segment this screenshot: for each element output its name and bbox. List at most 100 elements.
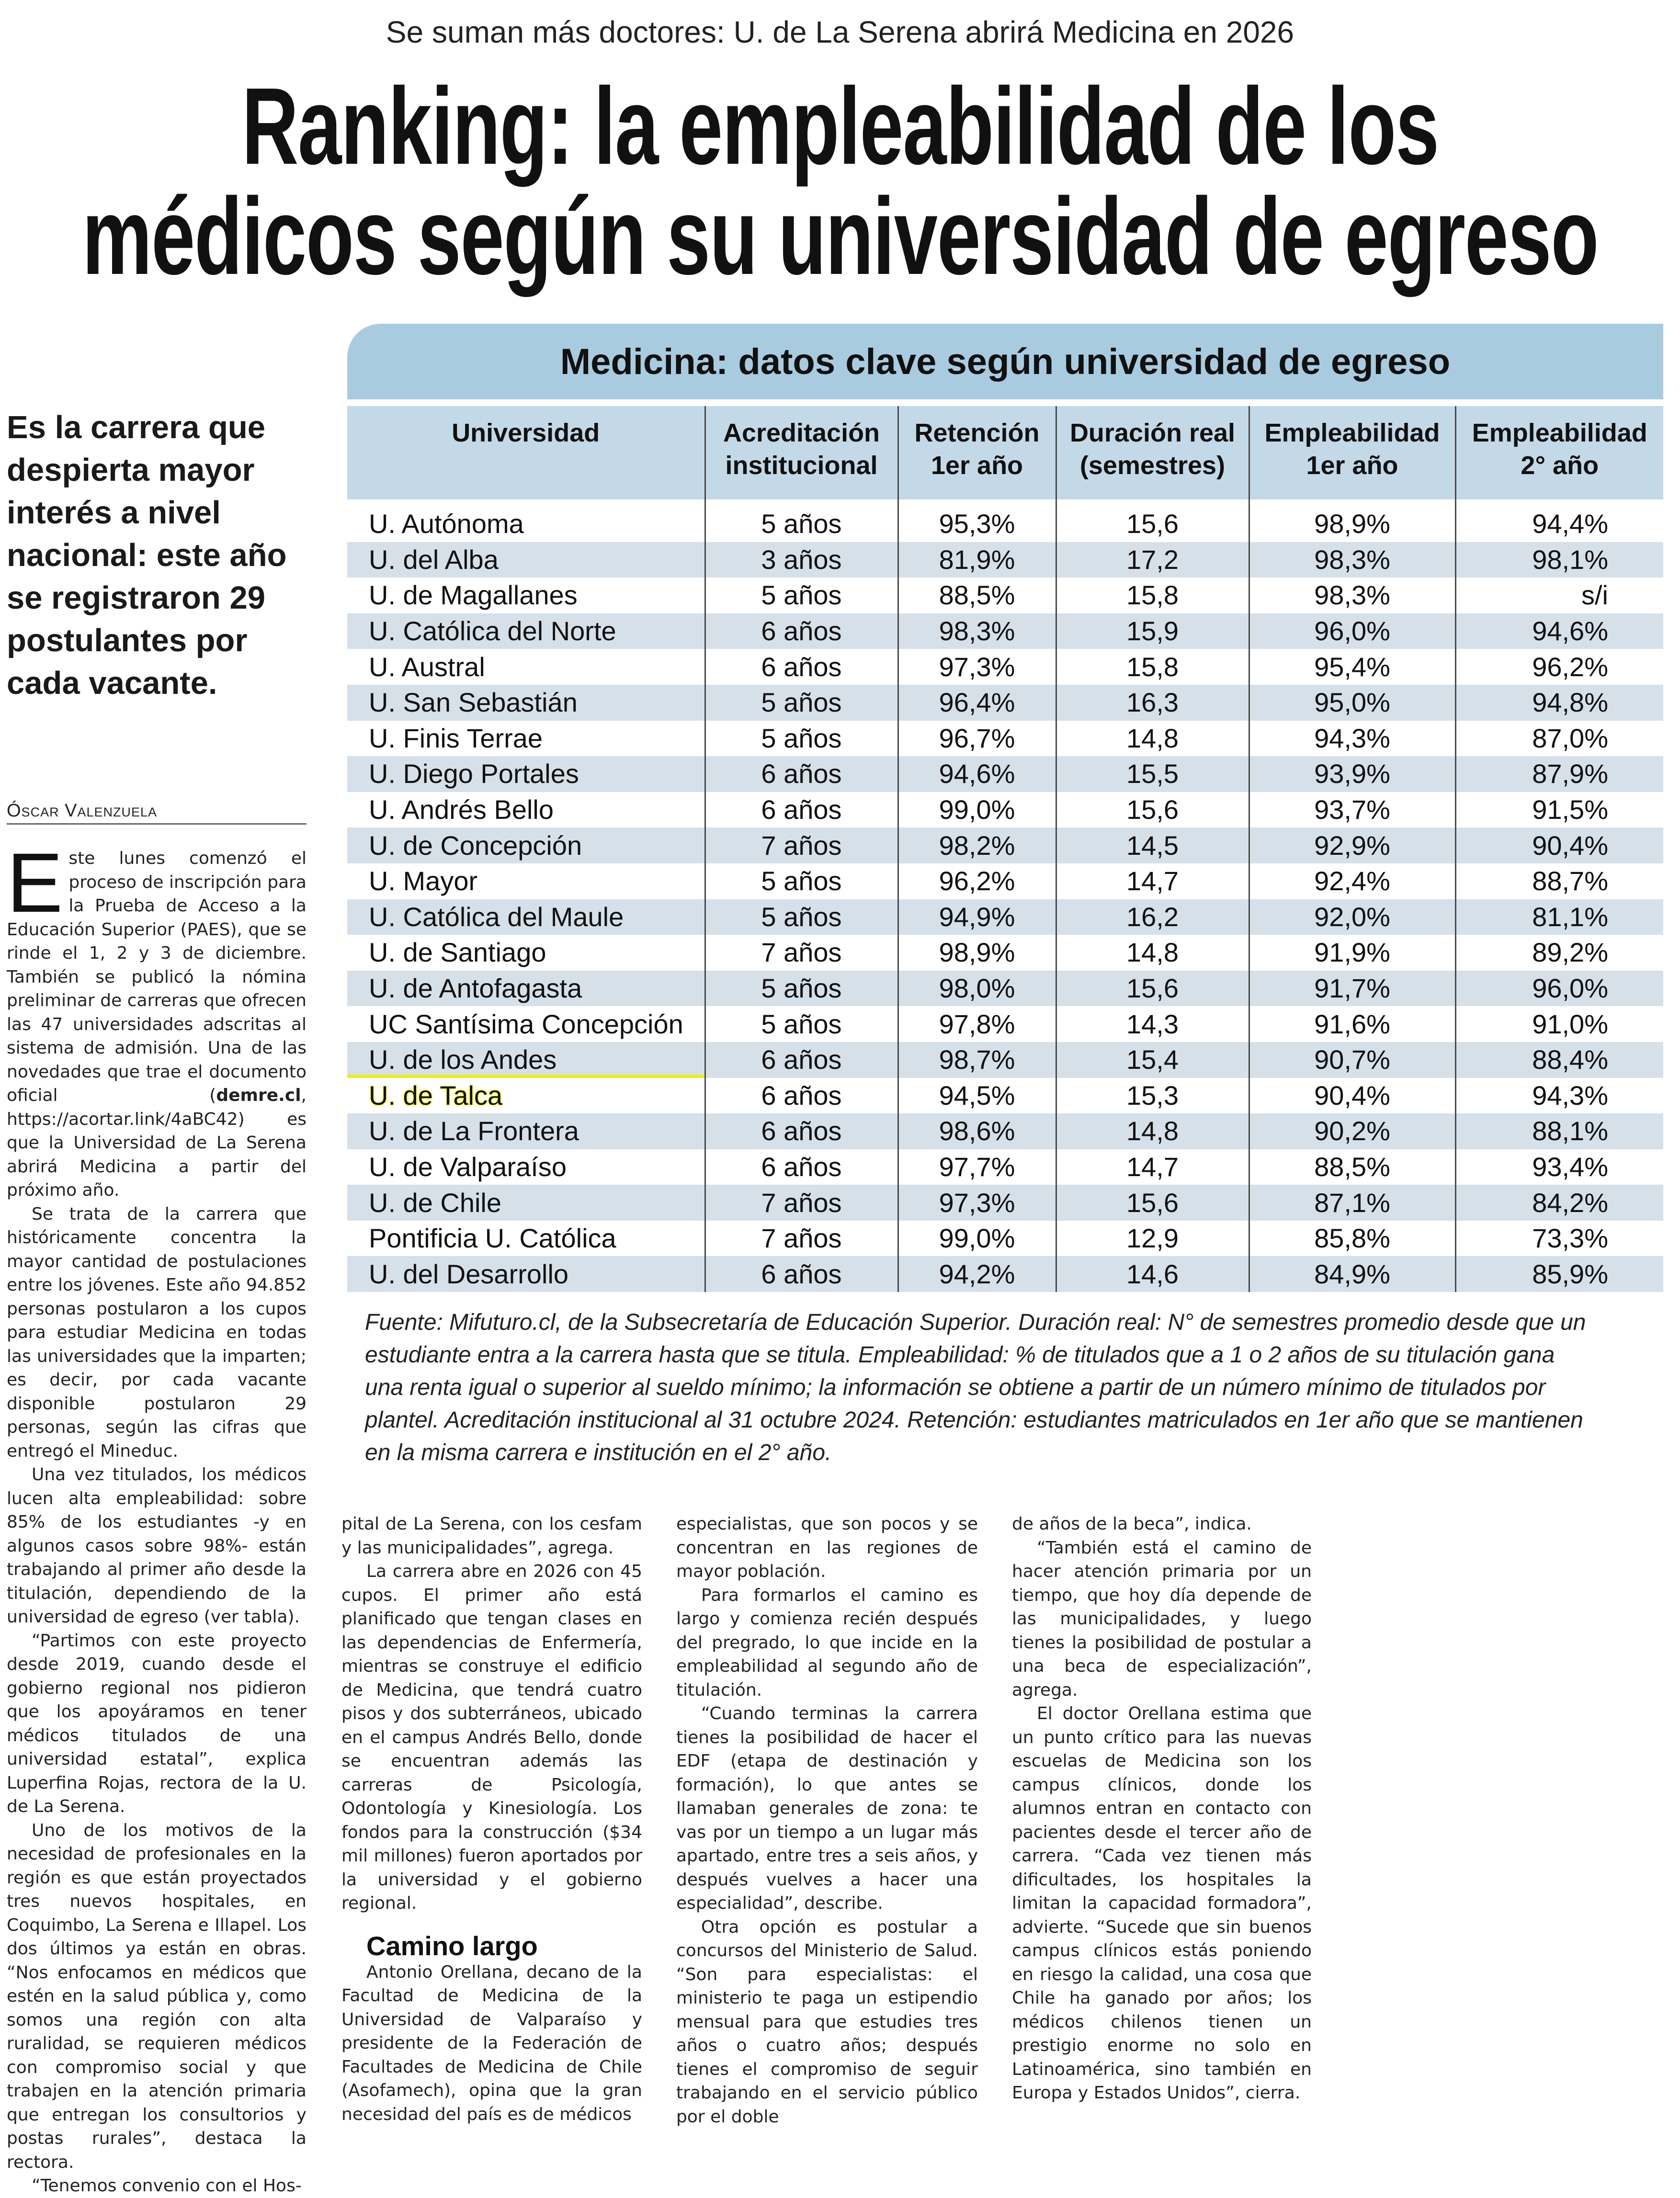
lead-text-b: , https://acortar.link/4aBC42) es que la… bbox=[7, 1086, 306, 1200]
table-cell: 5 años bbox=[704, 1006, 898, 1042]
table-cell: 87,0% bbox=[1454, 720, 1663, 757]
table-row: U. Mayor 5 años 96,2% 14,7 92,4% 88,7% bbox=[347, 863, 1663, 899]
table-cell: 94,6% bbox=[1454, 613, 1663, 649]
table-cell: 88,7% bbox=[1454, 863, 1663, 899]
table-cell: 99,0% bbox=[897, 1220, 1056, 1257]
university-name-cell: UC Santísima Concepción bbox=[369, 1008, 683, 1039]
table-cell: 6 años bbox=[704, 1113, 898, 1149]
table-cell: 98,2% bbox=[897, 827, 1056, 863]
table-row: U. San Sebastián 5 años 96,4% 16,3 95,0% 94,8… bbox=[347, 684, 1663, 721]
table-row: U. Católica del Maule 5 años 94,9% 16,2 92,0… bbox=[347, 899, 1663, 935]
table-cell: 94,2% bbox=[897, 1256, 1056, 1292]
university-name-cell: U. de La Frontera bbox=[347, 1113, 705, 1149]
university-name-cell: U. Diego Portales bbox=[347, 756, 705, 792]
table-cell: 98,7% bbox=[897, 1042, 1056, 1078]
table-cell: 96,7% bbox=[897, 720, 1056, 757]
table-cell: 91,6% bbox=[1248, 1006, 1455, 1042]
table-cell: 96,0% bbox=[1248, 613, 1455, 649]
table-cell: 98,3% bbox=[897, 613, 1056, 649]
table-cell: 90,4% bbox=[1454, 827, 1663, 863]
table-footnote: Fuente: Mifuturo.cl, de la Subsecretaría… bbox=[365, 1310, 1586, 1465]
table-cell: 6 años bbox=[704, 1256, 898, 1292]
paragraph: “Partimos con este proyecto desde 2019, … bbox=[7, 1631, 306, 1817]
paragraph: “Cuando terminas la carrera tienes la po… bbox=[676, 1704, 978, 1913]
highlighted-name: U. de Talca bbox=[369, 1080, 503, 1110]
table-cell: 16,3 bbox=[1055, 684, 1249, 721]
university-name-cell: U. Católica del Maule bbox=[347, 899, 705, 935]
table-cell: 5 años bbox=[704, 578, 898, 613]
table-cell: 5 años bbox=[704, 863, 898, 899]
table-cell: 14,5 bbox=[1055, 827, 1249, 863]
table-cell: 5 años bbox=[704, 899, 898, 935]
table-cell: 96,2% bbox=[897, 863, 1056, 899]
table-row: U. de La Frontera 6 años 98,6% 14,8 90,2% 88,… bbox=[347, 1113, 1663, 1149]
table-cell: 94,8% bbox=[1454, 684, 1663, 721]
paragraph: El doctor Orellana estima que un punto c… bbox=[1012, 1704, 1312, 2103]
paragraph: “También está el camino de hacer atenció… bbox=[1012, 1538, 1312, 1700]
table-cell: 96,4% bbox=[897, 684, 1056, 721]
table-cell: 7 años bbox=[704, 1185, 898, 1221]
table-row: U. Diego Portales 6 años 94,6% 15,5 93,9% 87,… bbox=[347, 756, 1663, 792]
table-cell: 15,4 bbox=[1055, 1042, 1249, 1078]
table-row: U. del Alba 3 años 81,9% 17,2 98,3% 98,1% bbox=[347, 542, 1663, 578]
university-name-cell: U. de Chile bbox=[347, 1185, 705, 1221]
column-header: Retención 1er año bbox=[897, 406, 1056, 499]
deck: Es la carrera que despierta mayor interé… bbox=[7, 409, 287, 701]
table-cell: 91,7% bbox=[1248, 970, 1455, 1007]
university-name-cell: U. de Antofagasta bbox=[347, 970, 705, 1007]
university-name-cell: U. Autónoma bbox=[369, 509, 524, 539]
headline-line-1: Ranking: la empleabilidad de los bbox=[0, 72, 1680, 181]
table-cell: 5 años bbox=[704, 970, 898, 1007]
university-name-cell: U. Andrés Bello bbox=[369, 794, 554, 825]
paragraph: Se trata de la carrera que históricament… bbox=[7, 1204, 306, 1461]
table-cell: 97,7% bbox=[897, 1149, 1056, 1185]
paragraph: Para formarlos el camino es largo y comi… bbox=[676, 1585, 978, 1700]
paragraph: Uno de los motivos de la necesidad de pr… bbox=[7, 1820, 306, 2172]
table-cell: 15,6 bbox=[1055, 1185, 1249, 1221]
table-cell: 91,0% bbox=[1454, 1006, 1663, 1042]
table-cell: 15,6 bbox=[1055, 970, 1249, 1007]
table-cell: 90,4% bbox=[1248, 1077, 1455, 1114]
table-cell: 15,6 bbox=[1055, 506, 1249, 542]
column-1-paragraphs: Se trata de la carrera que históricament… bbox=[7, 1202, 306, 2198]
university-name-cell: U. San Sebastián bbox=[347, 684, 705, 721]
table-cell: 94,3% bbox=[1248, 720, 1455, 757]
table-row: U. del Desarrollo 6 años 94,2% 14,6 84,9% 85,… bbox=[347, 1256, 1663, 1292]
university-name-cell: Pontificia U. Católica bbox=[369, 1223, 616, 1254]
table-spacer bbox=[347, 499, 1663, 506]
article-column-4: de años de la beca”, indica. “También est… bbox=[1012, 1512, 1312, 2105]
table-cell: 95,4% bbox=[1248, 649, 1455, 685]
table-row: U. de Antofagasta 5 años 98,0% 15,6 91,7% 96,… bbox=[347, 970, 1663, 1007]
table-row: U. Finis Terrae 5 años 96,7% 14,8 94,3% 87,0% bbox=[347, 720, 1663, 757]
table-cell: 92,9% bbox=[1248, 827, 1455, 863]
paragraph: “Tenemos convenio con el Hos- bbox=[32, 2176, 302, 2196]
paragraph: especialistas, que son pocos y se concen… bbox=[676, 1514, 978, 1581]
table-title-bar: Medicina: datos clave según universidad … bbox=[347, 324, 1663, 399]
table-cell: 98,6% bbox=[897, 1113, 1056, 1149]
table-cell: 98,9% bbox=[897, 935, 1056, 971]
table-cell: 94,9% bbox=[897, 899, 1056, 935]
subhead: Camino largo bbox=[366, 1930, 538, 1961]
university-name-cell: U. de Santiago bbox=[369, 937, 546, 968]
table-row: U. de Concepción 7 años 98,2% 14,5 92,9% 90,4… bbox=[347, 827, 1663, 863]
kicker: Se suman más doctores: U. de La Serena a… bbox=[386, 15, 1294, 49]
table-cell: 14,8 bbox=[1055, 1113, 1249, 1149]
lead-text-a: ste lunes comenzó el proceso de inscripc… bbox=[7, 849, 306, 1105]
paragraph: La carrera abre en 2026 con 45 cupos. El… bbox=[341, 1562, 642, 1913]
table-cell: 15,5 bbox=[1055, 756, 1249, 792]
table-cell: 15,8 bbox=[1055, 649, 1249, 685]
drop-cap: E bbox=[7, 836, 63, 930]
data-table: Universidad Acreditación institucional Ret… bbox=[347, 406, 1663, 1292]
university-name-cell: U. de Valparaíso bbox=[369, 1151, 567, 1182]
table-cell: 6 años bbox=[704, 1077, 898, 1114]
table-cell: 73,3% bbox=[1454, 1220, 1663, 1257]
table-cell: 89,2% bbox=[1454, 935, 1663, 971]
column-4-paragraphs: de años de la beca”, indica. “También est… bbox=[1012, 1512, 1312, 2105]
headline-line-2: médicos según su universidad de egreso bbox=[0, 182, 1680, 291]
table-cell: s/i bbox=[1454, 578, 1663, 613]
table-row: U. Andrés Bello 6 años 99,0% 15,6 93,7% 91,5% bbox=[347, 792, 1663, 828]
table-cell: 98,1% bbox=[1454, 542, 1663, 578]
column-3-paragraphs: especialistas, que son pocos y se concen… bbox=[676, 1512, 978, 2129]
